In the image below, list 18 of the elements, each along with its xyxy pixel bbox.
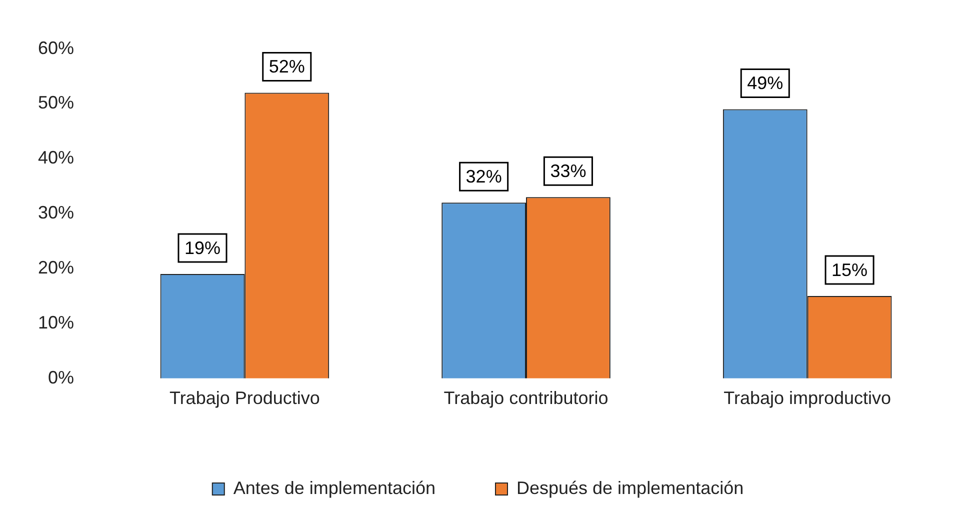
data-label: 15% [832, 260, 868, 280]
y-tick-label: 40% [38, 148, 74, 168]
y-tick-label: 0% [48, 367, 74, 388]
y-tick-label: 30% [38, 202, 74, 223]
data-label: 32% [466, 166, 502, 187]
y-tick-label: 50% [38, 92, 74, 113]
x-tick-label: Trabajo contributorio [444, 388, 608, 408]
y-tick-label: 20% [38, 258, 74, 278]
data-label: 33% [550, 161, 586, 182]
data-label: 49% [747, 73, 784, 94]
data-label: 52% [268, 56, 305, 77]
x-tick-label: Trabajo improductivo [724, 388, 892, 408]
x-tick-label: Trabajo Productivo [169, 388, 320, 408]
legend-label: Después de implementación [516, 478, 744, 498]
y-tick-label: 60% [38, 38, 74, 58]
legend-label: Antes de implementación [233, 478, 436, 498]
y-tick-label: 10% [38, 312, 74, 332]
data-label: 19% [184, 238, 221, 258]
